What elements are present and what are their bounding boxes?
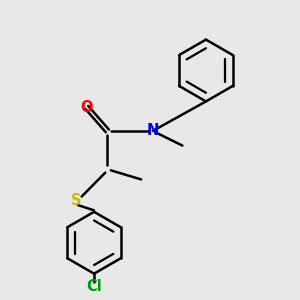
Text: S: S	[71, 193, 82, 208]
Text: N: N	[147, 123, 159, 138]
Text: Cl: Cl	[86, 279, 102, 294]
Text: O: O	[80, 100, 93, 115]
